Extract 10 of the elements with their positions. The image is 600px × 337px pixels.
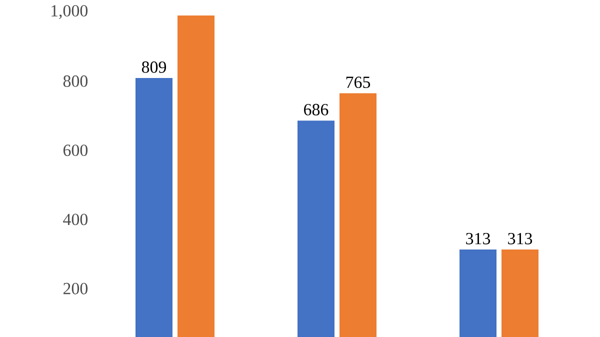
data-label: 313 — [508, 232, 532, 244]
y-tick-label: 600 — [63, 144, 88, 156]
data-label: 809 — [142, 61, 166, 73]
data-label: 765 — [346, 76, 370, 88]
data-label: 686 — [304, 104, 328, 116]
data-label: 313 — [466, 232, 490, 244]
y-tick-label: 800 — [63, 75, 88, 87]
y-tick-label: 200 — [64, 282, 88, 294]
y-tick-label: 400 — [63, 214, 88, 226]
y-tick-label: 1,000 — [52, 5, 88, 19]
